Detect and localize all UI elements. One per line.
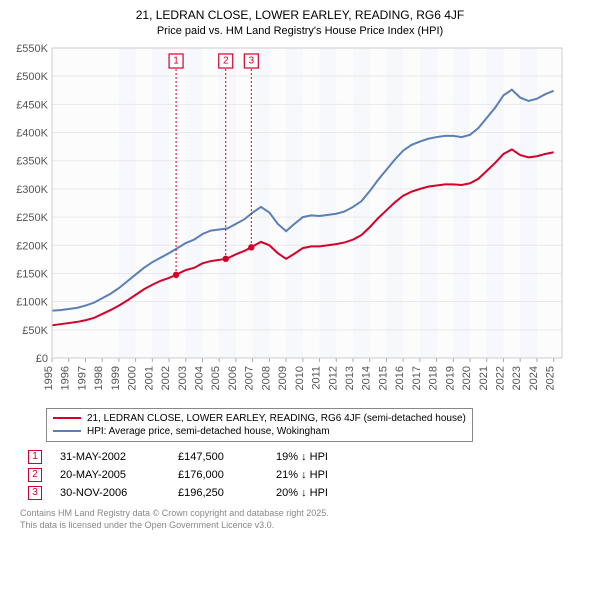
svg-text:3: 3 [249,55,255,66]
footer-attribution: Contains HM Land Registry data © Crown c… [20,508,592,531]
svg-text:£0: £0 [36,353,48,365]
svg-text:£550K: £550K [16,43,48,55]
svg-text:2005: 2005 [210,366,222,390]
svg-text:1997: 1997 [76,366,88,390]
svg-text:2014: 2014 [361,366,373,390]
legend-row: HPI: Average price, semi-detached house,… [53,425,466,438]
svg-text:2001: 2001 [143,366,155,390]
svg-text:2021: 2021 [478,366,490,390]
footer-line: Contains HM Land Registry data © Crown c… [20,508,592,520]
svg-text:£200K: £200K [16,240,48,252]
svg-text:2018: 2018 [428,366,440,390]
legend: 21, LEDRAN CLOSE, LOWER EARLEY, READING,… [46,408,473,442]
price-events: 1 31-MAY-2002 £147,500 19% ↓ HPI 2 20-MAY-200… [28,448,592,502]
svg-text:£250K: £250K [16,212,48,224]
svg-text:2008: 2008 [260,366,272,390]
event-marker: 1 [28,450,42,464]
event-date: 20-MAY-2005 [60,469,160,481]
chart-area: £0 £50K £100K £150K £200K £250K £300K £350K £400… [8,42,592,402]
chart-title: 21, LEDRAN CLOSE, LOWER EARLEY, READING,… [8,8,592,38]
svg-text:2025: 2025 [545,366,557,390]
svg-text:2004: 2004 [193,366,205,390]
svg-text:2002: 2002 [160,366,172,390]
svg-text:1996: 1996 [60,366,72,390]
svg-text:2003: 2003 [177,366,189,390]
legend-swatch [53,417,81,419]
svg-text:£150K: £150K [16,268,48,280]
svg-text:2000: 2000 [127,366,139,390]
svg-text:£400K: £400K [16,127,48,139]
event-diff: 21% ↓ HPI [276,469,328,481]
svg-text:2007: 2007 [244,366,256,390]
svg-text:£50K: £50K [22,325,48,337]
event-row: 3 30-NOV-2006 £196,250 20% ↓ HPI [28,484,592,502]
event-date: 30-NOV-2006 [60,487,160,499]
svg-text:2010: 2010 [294,366,306,390]
svg-text:1999: 1999 [110,366,122,390]
legend-swatch [53,430,81,432]
svg-text:2011: 2011 [311,366,323,390]
svg-text:2012: 2012 [327,366,339,390]
svg-text:2017: 2017 [411,366,423,390]
footer-line: This data is licensed under the Open Gov… [20,520,592,532]
event-date: 31-MAY-2002 [60,451,160,463]
line-chart: £0 £50K £100K £150K £200K £250K £300K £350K £400… [8,42,568,402]
svg-text:2019: 2019 [444,366,456,390]
svg-text:2023: 2023 [511,366,523,390]
svg-text:1995: 1995 [43,366,55,390]
event-price: £176,000 [178,469,258,481]
svg-text:2024: 2024 [528,366,540,390]
event-diff: 19% ↓ HPI [276,451,328,463]
legend-label: HPI: Average price, semi-detached house,… [87,426,330,437]
legend-row: 21, LEDRAN CLOSE, LOWER EARLEY, READING,… [53,412,466,425]
event-price: £147,500 [178,451,258,463]
svg-text:£300K: £300K [16,184,48,196]
svg-text:2016: 2016 [394,366,406,390]
title-sub: Price paid vs. HM Land Registry's House … [8,24,592,38]
event-marker: 3 [28,486,42,500]
event-diff: 20% ↓ HPI [276,487,328,499]
svg-text:2020: 2020 [461,366,473,390]
svg-text:1998: 1998 [93,366,105,390]
svg-text:£500K: £500K [16,71,48,83]
svg-text:£100K: £100K [16,297,48,309]
svg-text:£350K: £350K [16,156,48,168]
svg-text:2006: 2006 [227,366,239,390]
legend-label: 21, LEDRAN CLOSE, LOWER EARLEY, READING,… [87,413,466,424]
svg-text:2: 2 [223,55,229,66]
event-row: 2 20-MAY-2005 £176,000 21% ↓ HPI [28,466,592,484]
svg-text:2013: 2013 [344,366,356,390]
svg-text:1: 1 [173,55,179,66]
svg-text:2015: 2015 [377,366,389,390]
svg-text:£450K: £450K [16,99,48,111]
event-marker: 2 [28,468,42,482]
title-main: 21, LEDRAN CLOSE, LOWER EARLEY, READING,… [8,8,592,24]
svg-text:2022: 2022 [494,366,506,390]
svg-text:2009: 2009 [277,366,289,390]
event-price: £196,250 [178,487,258,499]
event-row: 1 31-MAY-2002 £147,500 19% ↓ HPI [28,448,592,466]
